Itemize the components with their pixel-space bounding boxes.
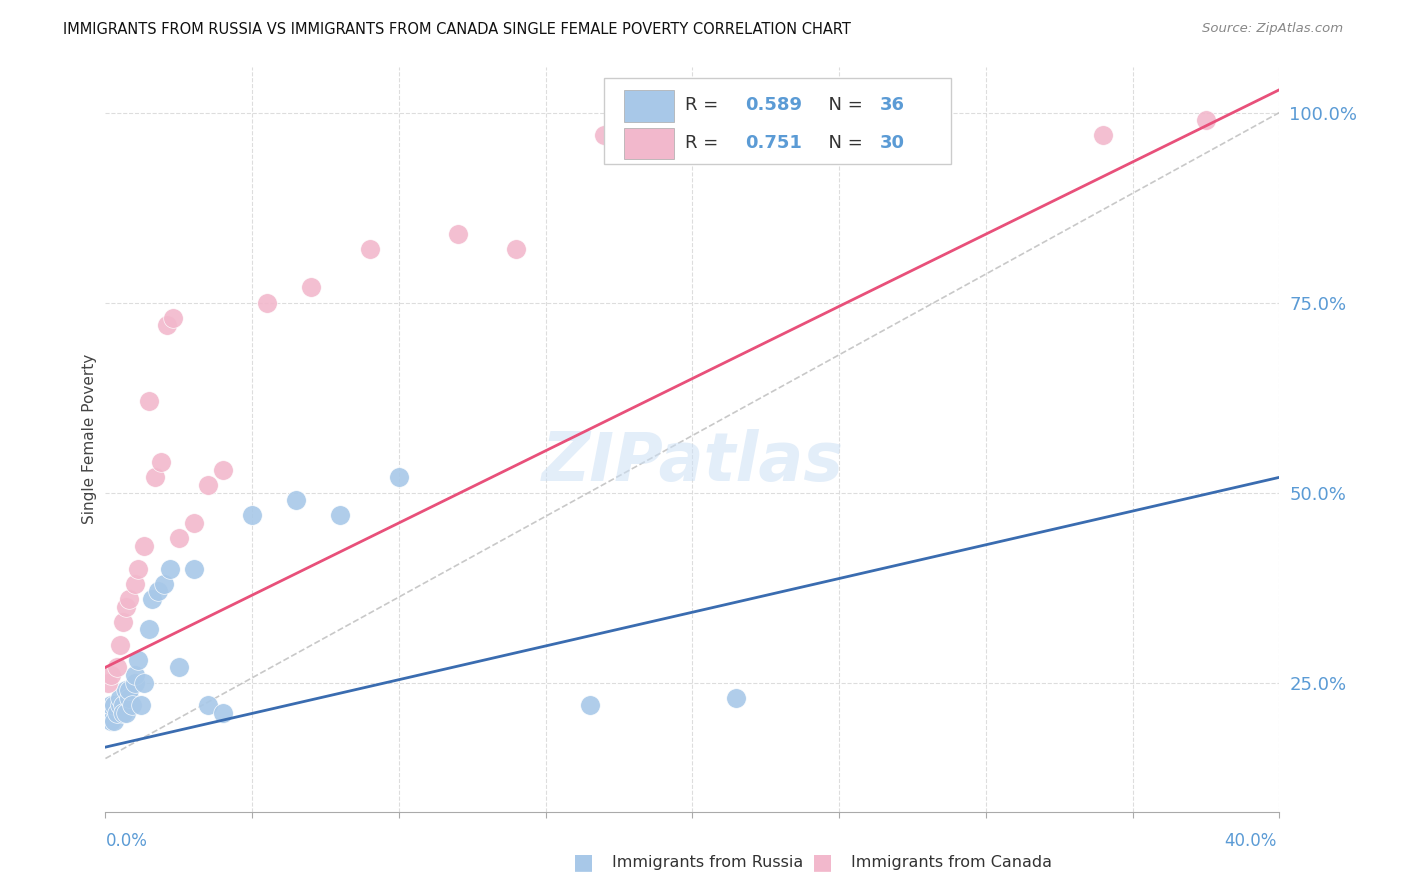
Point [132,539,155,553]
Point [240,508,263,523]
Point [112,615,135,629]
Point [100,698,122,713]
Point [121,698,143,713]
Point [129,698,152,713]
Point [211,706,233,720]
Point [256,295,278,310]
Text: N =: N = [817,96,869,114]
Text: 36: 36 [880,96,905,114]
Point [887,128,910,143]
Text: R =: R = [685,134,724,152]
Point [578,698,600,713]
Point [197,698,219,713]
Point [112,706,135,720]
Text: 40.0%: 40.0% [1225,832,1277,850]
Point [183,561,205,575]
Point [127,561,149,575]
Point [141,591,163,606]
Point [156,318,179,333]
Point [211,463,233,477]
Text: R =: R = [685,96,724,114]
Text: 0.751: 0.751 [745,134,803,152]
Point [115,706,138,720]
Text: Immigrants from Russia: Immigrants from Russia [612,855,803,870]
Point [115,683,138,698]
Point [115,599,138,614]
Point [329,508,352,523]
Point [828,128,851,143]
Text: IMMIGRANTS FROM RUSSIA VS IMMIGRANTS FROM CANADA SINGLE FEMALE POVERTY CORRELATI: IMMIGRANTS FROM RUSSIA VS IMMIGRANTS FRO… [63,22,851,37]
Text: Source: ZipAtlas.com: Source: ZipAtlas.com [1202,22,1343,36]
Point [388,470,411,484]
Point [159,561,181,575]
Point [124,576,146,591]
Point [285,493,308,508]
Point [150,455,173,469]
Point [1195,113,1218,128]
Point [167,531,190,545]
Point [118,683,141,698]
Text: 0.589: 0.589 [745,96,803,114]
Y-axis label: Single Female Poverty: Single Female Poverty [82,354,97,524]
Point [124,668,146,682]
Point [167,660,190,674]
Point [100,714,122,728]
Point [97,706,120,720]
Point [197,478,219,492]
Text: ZIPatlas: ZIPatlas [541,429,844,495]
Point [148,584,170,599]
Point [593,128,616,143]
Point [124,675,146,690]
Point [103,714,125,728]
Bar [624,128,673,159]
Point [112,698,135,713]
Point [105,706,128,720]
Point [1092,128,1115,143]
Text: ■: ■ [574,853,593,872]
Bar [624,90,673,121]
Point [143,470,166,484]
Text: Immigrants from Canada: Immigrants from Canada [851,855,1052,870]
Point [100,668,122,682]
Point [359,242,381,256]
Point [118,591,141,606]
Point [118,690,141,705]
Point [505,242,527,256]
Point [183,516,205,530]
Point [682,128,704,143]
Point [108,690,131,705]
FancyBboxPatch shape [605,78,950,164]
Point [103,698,125,713]
Point [299,280,322,294]
Text: N =: N = [817,134,869,152]
Point [97,675,120,690]
Point [127,653,149,667]
Point [108,698,131,713]
Point [105,660,128,674]
Point [138,623,160,637]
Point [108,638,131,652]
Text: 0.0%: 0.0% [105,832,148,850]
Text: ■: ■ [813,853,832,872]
Point [725,690,748,705]
Point [138,394,160,409]
Point [132,675,155,690]
Point [447,227,470,241]
Point [740,128,762,143]
Point [162,310,184,325]
Point [153,576,176,591]
Text: 30: 30 [880,134,905,152]
